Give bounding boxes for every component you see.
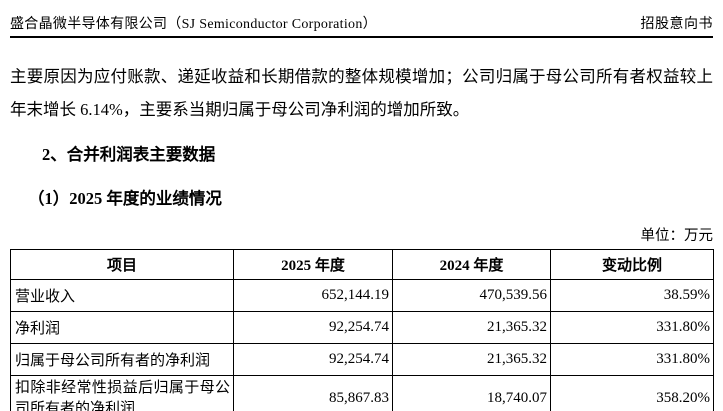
row-item-label: 净利润 [10,311,234,344]
row-value-2025: 652,144.19 [233,279,393,312]
row-value-change: 38.59% [550,279,714,312]
row-item-label: 营业收入 [10,279,234,312]
table-row: 扣除非经常性损益后归属于母公司所有者的净利润 85,867.83 18,740.… [10,375,714,411]
row-value-2024: 18,740.07 [392,375,551,411]
financial-data-table: 项目 2025 年度 2024 年度 变动比例 营业收入 652,144.19 … [10,249,714,411]
row-value-2024: 21,365.32 [392,311,551,344]
table-row: 归属于母公司所有者的净利润 92,254.74 21,365.32 331.80… [10,343,714,376]
body-paragraph: 主要原因为应付账款、递延收益和长期借款的整体规模增加；公司归属于母公司所有者权益… [10,67,713,119]
section-heading: 2、合并利润表主要数据 [42,145,216,164]
row-value-change: 358.20% [550,375,714,411]
document-type-label: 招股意向书 [640,17,713,32]
column-header-item: 项目 [10,249,234,280]
row-item-label: 扣除非经常性损益后归属于母公司所有者的净利润 [10,375,234,411]
row-value-change: 331.80% [550,343,714,376]
row-value-2025: 92,254.74 [233,311,393,344]
unit-label: 单位：万元 [640,228,714,244]
subsection-heading: （1）2025 年度的业绩情况 [28,189,222,208]
row-value-2024: 21,365.32 [392,343,551,376]
table-header-row: 项目 2025 年度 2024 年度 变动比例 [10,249,714,280]
table-row: 净利润 92,254.74 21,365.32 331.80% [10,311,714,344]
page-header: 盛合晶微半导体有限公司（SJ Semiconductor Corporation… [10,0,713,38]
row-value-2025: 92,254.74 [233,343,393,376]
row-value-change: 331.80% [550,311,714,344]
row-value-2025: 85,867.83 [233,375,393,411]
table-row: 营业收入 652,144.19 470,539.56 38.59% [10,279,714,312]
column-header-2024: 2024 年度 [392,249,551,280]
column-header-2025: 2025 年度 [233,249,393,280]
company-name: 盛合晶微半导体有限公司（SJ Semiconductor Corporation… [10,17,377,32]
row-value-2024: 470,539.56 [392,279,551,312]
column-header-change: 变动比例 [550,249,714,280]
row-item-label: 归属于母公司所有者的净利润 [10,343,234,376]
